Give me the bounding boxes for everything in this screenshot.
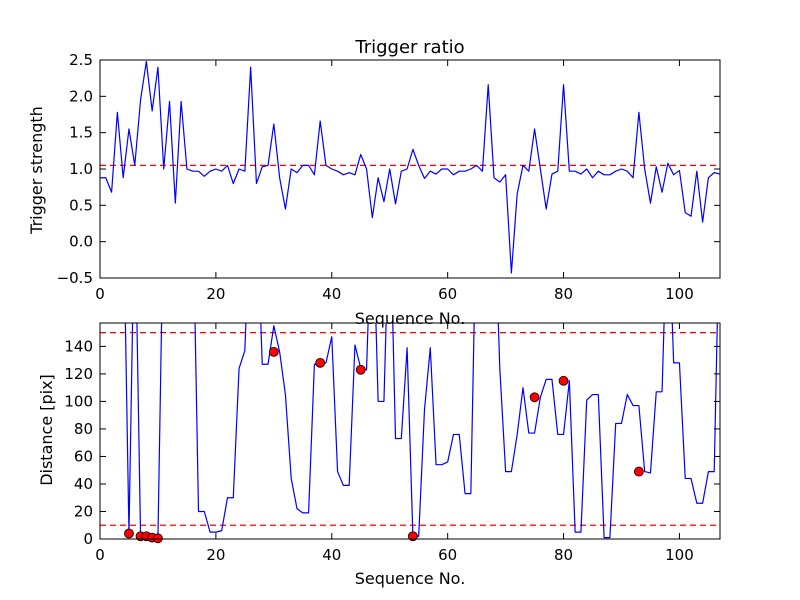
data-point-marker	[355, 364, 366, 375]
y-tick-label: 100	[64, 392, 93, 410]
y-tick-label: 140	[64, 337, 93, 355]
axes-frame	[99, 322, 721, 540]
y-tick-label: 2.0	[69, 87, 93, 105]
data-point-marker	[407, 531, 418, 542]
x-tick-label: 100	[665, 285, 694, 303]
y-tick-label: 1.5	[69, 124, 93, 142]
y-tick-label: 2.5	[69, 51, 93, 69]
y-tick-label: 20	[74, 502, 93, 520]
data-point-marker	[268, 346, 279, 357]
x-tick-label: 60	[438, 285, 457, 303]
series-line	[124, 323, 718, 539]
x-axis-label: Sequence No.	[355, 569, 466, 588]
y-tick-label: 0.0	[69, 233, 93, 251]
y-tick-label: 120	[64, 365, 93, 383]
data-point-marker	[315, 357, 326, 368]
data-point-marker	[633, 466, 644, 477]
y-axis-label: Trigger strength	[27, 106, 46, 235]
chart-title: Trigger ratio	[354, 37, 464, 58]
x-tick-label: 60	[438, 546, 457, 564]
x-tick-label: 100	[665, 546, 694, 564]
x-tick-label: 20	[206, 285, 225, 303]
data-point-marker	[529, 392, 540, 403]
y-tick-label: −0.5	[57, 269, 93, 287]
y-tick-label: 60	[74, 447, 93, 465]
data-point-marker	[558, 375, 569, 386]
y-tick-label: 1.0	[69, 160, 93, 178]
series-line	[100, 60, 720, 274]
y-tick-label: 0	[83, 530, 93, 548]
trigger-ratio-plot: 0 20 40 60 80 100 −0.5 0.0 0.5 1.0 1.5 2.0 2.5	[57, 51, 721, 303]
x-tick-label: 0	[95, 546, 105, 564]
data-point-marker	[124, 528, 134, 539]
x-tick-label: 20	[206, 546, 225, 564]
x-axis-label: Sequence No.	[355, 309, 466, 328]
y-tick-label: 40	[74, 475, 93, 493]
y-tick-label: 80	[74, 420, 93, 438]
x-tick-label: 0	[95, 285, 105, 303]
x-tick-label: 40	[322, 546, 341, 564]
x-tick-label: 80	[554, 546, 573, 564]
data-point-marker	[153, 533, 163, 544]
x-tick-label: 40	[322, 285, 341, 303]
y-axis-label: Distance [pix]	[37, 374, 56, 486]
y-tick-label: 0.5	[69, 196, 93, 214]
x-tick-label: 80	[554, 285, 573, 303]
distance-plot: 0 20 40 60 80 100 0 20 40 60 80 100 120 140	[64, 322, 721, 564]
